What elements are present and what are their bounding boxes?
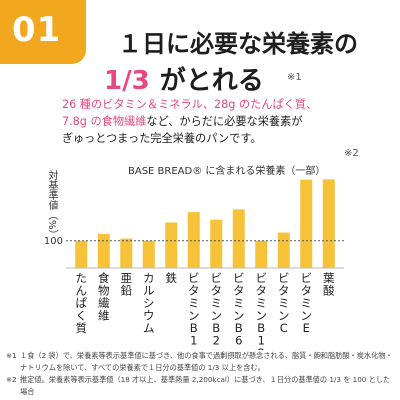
description-text-2: など、からだに必要な栄養素が	[146, 115, 303, 128]
y-axis-label: 対基準値（%）	[46, 170, 57, 240]
category-label-11: ビタミン E	[301, 271, 313, 335]
category-label-2: 食物繊維	[98, 271, 110, 323]
description: 26 種のビタミン＆ミネラル、28g のたんぱく質、 7.8g の食物繊維など、…	[62, 96, 362, 147]
category-label-4: カルシウム	[143, 271, 155, 335]
bar-2	[97, 233, 110, 268]
headline-line1: １日に必要な栄養素の	[118, 30, 358, 58]
footnote-mark: ※2	[6, 375, 17, 384]
bar-5	[165, 222, 178, 268]
bar-12	[322, 179, 335, 268]
headline-rest: がとれる	[159, 66, 264, 96]
category-label-5: 鉄	[166, 271, 178, 285]
footnote-text: １食（2 袋）で、栄養素等表示基準値に基づき、他の食事で過剰摂取が懸念される、脂…	[20, 351, 393, 372]
category-label-10: ビタミン C	[278, 271, 290, 335]
y-tick-label: 100	[44, 236, 63, 247]
bar-7	[210, 219, 223, 268]
chart-note-mark: ※2	[344, 148, 359, 159]
category-label-12: 葉酸	[323, 271, 335, 298]
bar-6	[187, 212, 200, 268]
category-label-9: ビタミンB12	[256, 271, 268, 350]
headline-line2: 1/3 がとれる	[104, 60, 264, 97]
footnote-mark: ※1	[6, 351, 17, 360]
category-label-6: ビタミン B 1	[188, 271, 200, 348]
category-label-3: 亜鉛	[121, 271, 133, 298]
footnotes: ※1 １食（2 袋）で、栄養素等表示基準値に基づき、他の食事で過剰摂取が懸念され…	[6, 350, 396, 398]
description-highlight-1: 26 種のビタミン＆ミネラル、28g のたんぱく質、	[62, 98, 318, 111]
footnote-2: ※2 推定値。栄養素等表示基準値（18 才以上、基準熱量 2,200kcal）に…	[6, 374, 396, 398]
description-highlight-2: 7.8g の食物繊維	[62, 115, 147, 128]
headline-note-mark: ※1	[287, 72, 302, 83]
bar-8	[232, 209, 245, 268]
category-label-1: たんぱく質	[76, 271, 88, 335]
chart-title: BASE BREAD® に含まれる栄養素（一部）	[128, 166, 326, 177]
number-badge: 01	[0, 0, 86, 64]
headline-fraction: 1/3	[104, 66, 150, 96]
category-label-7: ビタミン B 2	[211, 271, 223, 348]
footnote-1: ※1 １食（2 袋）で、栄養素等表示基準値に基づき、他の食事で過剰摂取が懸念され…	[6, 350, 396, 374]
bar-3	[120, 238, 133, 268]
bar-4	[142, 240, 155, 268]
category-label-8: ビタミン B 6	[233, 271, 245, 348]
bar-9	[255, 240, 268, 268]
bar-11	[300, 179, 313, 268]
bar-10	[277, 232, 290, 268]
description-text-3: ぎゅっとつまった完全栄養のパンです。	[62, 132, 262, 145]
footnote-text: 推定値。栄養素等表示基準値（18 才以上、基準熱量 2,200kcal）に基づき…	[20, 375, 391, 396]
bar-1	[75, 240, 88, 268]
badge-number: 01	[12, 10, 62, 50]
